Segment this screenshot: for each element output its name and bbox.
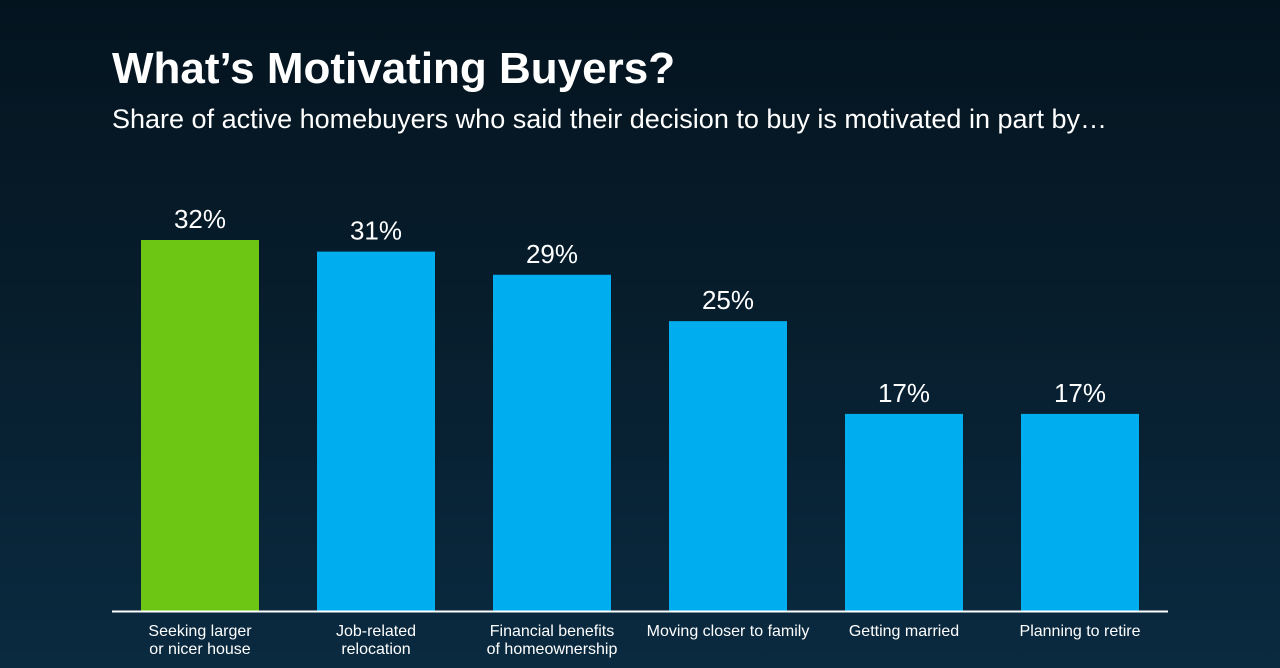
data-label-1: 31% — [350, 216, 402, 246]
category-label-0-0: Seeking larger — [148, 623, 252, 640]
data-label-4: 17% — [878, 378, 930, 408]
category-label-2-0: Financial benefits — [490, 623, 615, 640]
bar-0 — [141, 240, 259, 611]
category-label-2-1: of homeownership — [487, 641, 618, 658]
data-label-5: 17% — [1054, 378, 1106, 408]
chart-subtitle: Share of active homebuyers who said thei… — [112, 104, 1108, 134]
chart-title: What’s Motivating Buyers? — [112, 44, 676, 93]
bar-1 — [317, 251, 435, 611]
data-label-3: 25% — [702, 285, 754, 315]
category-label-1-0: Job-related — [336, 623, 416, 640]
bar-5 — [1021, 413, 1139, 611]
category-label-4-0: Getting married — [849, 623, 959, 640]
category-label-5-0: Planning to retire — [1020, 623, 1141, 640]
data-label-0: 32% — [174, 204, 226, 234]
bar-4 — [845, 413, 963, 611]
data-label-2: 29% — [526, 239, 578, 269]
category-label-0-1: or nicer house — [149, 641, 250, 658]
category-label-1-1: relocation — [341, 641, 410, 658]
category-label-3-0: Moving closer to family — [647, 623, 810, 640]
bar-3 — [669, 321, 787, 611]
bar-2 — [493, 274, 611, 611]
